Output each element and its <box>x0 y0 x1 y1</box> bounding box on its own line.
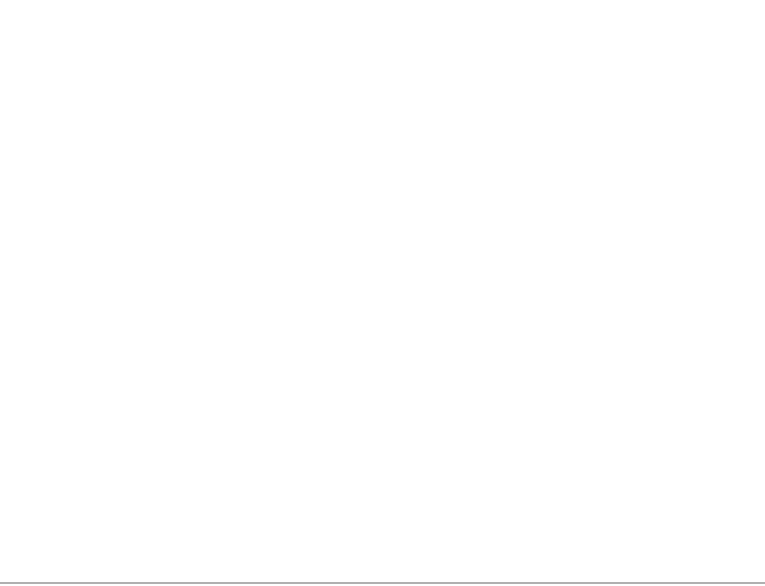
plot-area-bottom-right <box>0 0 300 150</box>
window-bottom-edge <box>0 582 765 584</box>
